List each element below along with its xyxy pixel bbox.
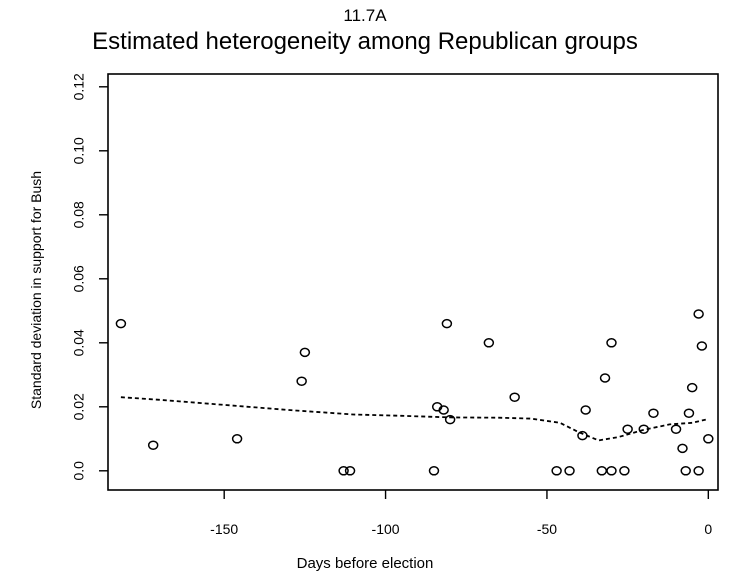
data-point [596,466,608,476]
y-tick-label: 0.06 [71,265,87,292]
x-axis-label: Days before election [296,555,434,572]
x-tick-label: -100 [372,521,400,537]
data-point [619,466,630,476]
data-point [693,466,704,476]
data-point [483,338,495,348]
data-point [599,373,611,383]
data-point [444,414,456,425]
data-point [680,466,691,476]
data-point [115,318,127,329]
data-point [344,466,356,476]
data-point [670,424,682,434]
x-tick-label: -50 [537,521,557,537]
data-point [580,405,591,415]
data-point [577,430,588,441]
data-point [551,466,562,476]
data-point [648,408,659,418]
data-point [299,347,311,358]
plot-frame [107,73,719,491]
data-point [441,318,453,329]
data-point [696,341,708,351]
data-point [338,466,349,476]
y-tick-label: 0.12 [71,73,87,100]
data-point [296,376,307,386]
data-point [677,443,688,454]
x-tick-label: 0 [704,521,712,537]
data-point [564,466,575,476]
y-tick-label: 0.08 [71,201,87,228]
y-tick-label: 0.10 [71,137,87,164]
data-point [683,408,695,418]
data-point [638,424,650,434]
data-point [686,382,698,393]
y-tick-label: 0.0 [71,461,87,481]
data-point [231,434,243,444]
data-point [147,440,159,450]
x-tick-label: -150 [210,521,238,537]
data-point [703,434,714,444]
data-point [428,466,440,476]
data-point [606,466,617,476]
smoothed-trend-line [120,396,709,442]
data-point [622,424,633,434]
data-point [693,309,704,319]
data-point [438,405,449,415]
data-point [606,338,617,348]
data-point [509,392,520,402]
y-tick-label: 0.02 [71,393,87,420]
figure-label: 11.7A [343,6,387,25]
y-tick-label: 0.04 [71,329,87,356]
chart-title: Estimated heterogeneity among Republican… [92,28,638,55]
